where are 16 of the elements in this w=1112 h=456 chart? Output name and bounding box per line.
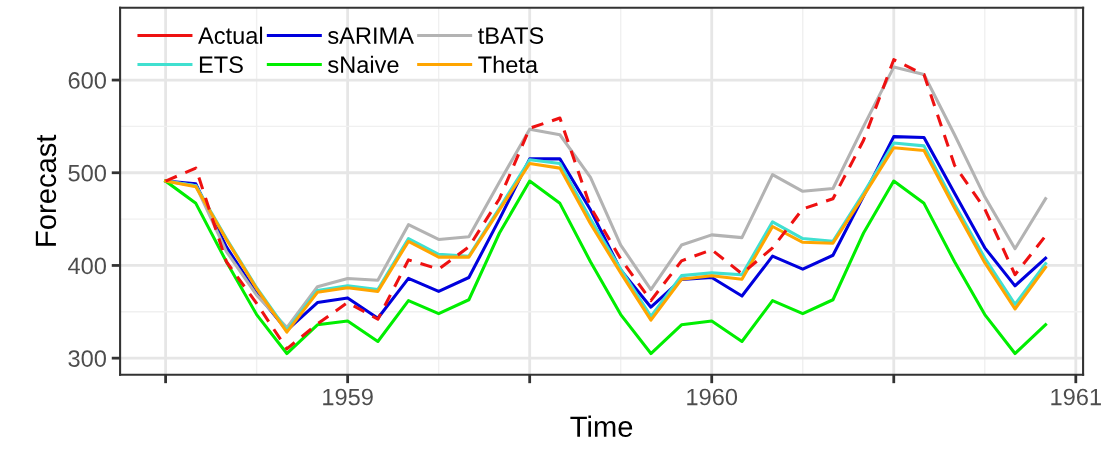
x-axis-title: Time	[570, 415, 633, 438]
y-tick-label: 600	[68, 72, 106, 89]
y-axis-title: Forecast	[35, 134, 57, 246]
legend-label: sNaive	[328, 55, 399, 74]
x-tick-label: 1959	[323, 388, 373, 406]
y-tick-label: 400	[68, 257, 106, 275]
y-tick-label: 500	[68, 164, 106, 182]
y-tick-label: 300	[68, 350, 106, 367]
legend-label: ETS	[199, 56, 243, 74]
x-tick-label: 1961	[1051, 388, 1101, 406]
legend-label: Actual	[198, 26, 263, 44]
x-tick-label: 1960	[687, 388, 738, 406]
legend-label: sARIMA	[328, 27, 414, 44]
legend-label: tBATS	[478, 27, 544, 44]
line-series	[164, 179, 1048, 356]
legend-label: Theta	[478, 55, 539, 74]
